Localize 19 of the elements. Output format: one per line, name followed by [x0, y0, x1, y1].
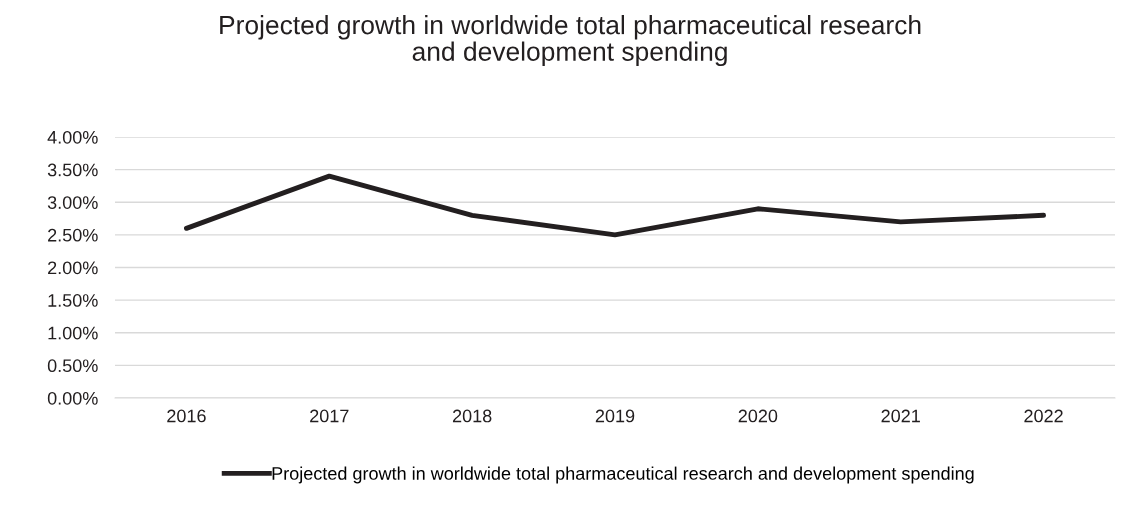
line-series: [184, 173, 1046, 238]
x-tick-label: 2019: [595, 409, 635, 423]
legend-label: Projected growth in worldwide total pharmaceutical research and development spending: [272, 466, 974, 484]
x-tick-label: 2017: [310, 409, 349, 423]
y-tick-label: 2.00%: [48, 261, 98, 275]
x-tick-label: 2018: [452, 409, 492, 423]
y-tick-label: 1.50%: [48, 294, 98, 307]
y-tick-label: 0.00%: [47, 391, 98, 405]
y-tick-label: 3.50%: [47, 163, 98, 177]
y-tick-label: 3.00%: [47, 196, 98, 209]
y-tick-label: 2.50%: [48, 228, 98, 242]
x-tick-label: 2016: [167, 409, 206, 423]
chart-title: Projected growth in worldwide total pharmaceutical research and development spending: [220, 15, 921, 67]
x-tick-label: 2021: [881, 409, 920, 423]
x-tick-label: 2020: [738, 409, 778, 423]
x-tick-label: 2022: [1024, 409, 1063, 423]
y-tick-label: 1.00%: [48, 326, 98, 340]
y-tick-label: 4.00%: [47, 130, 98, 144]
y-tick-label: 0.50%: [47, 359, 98, 373]
